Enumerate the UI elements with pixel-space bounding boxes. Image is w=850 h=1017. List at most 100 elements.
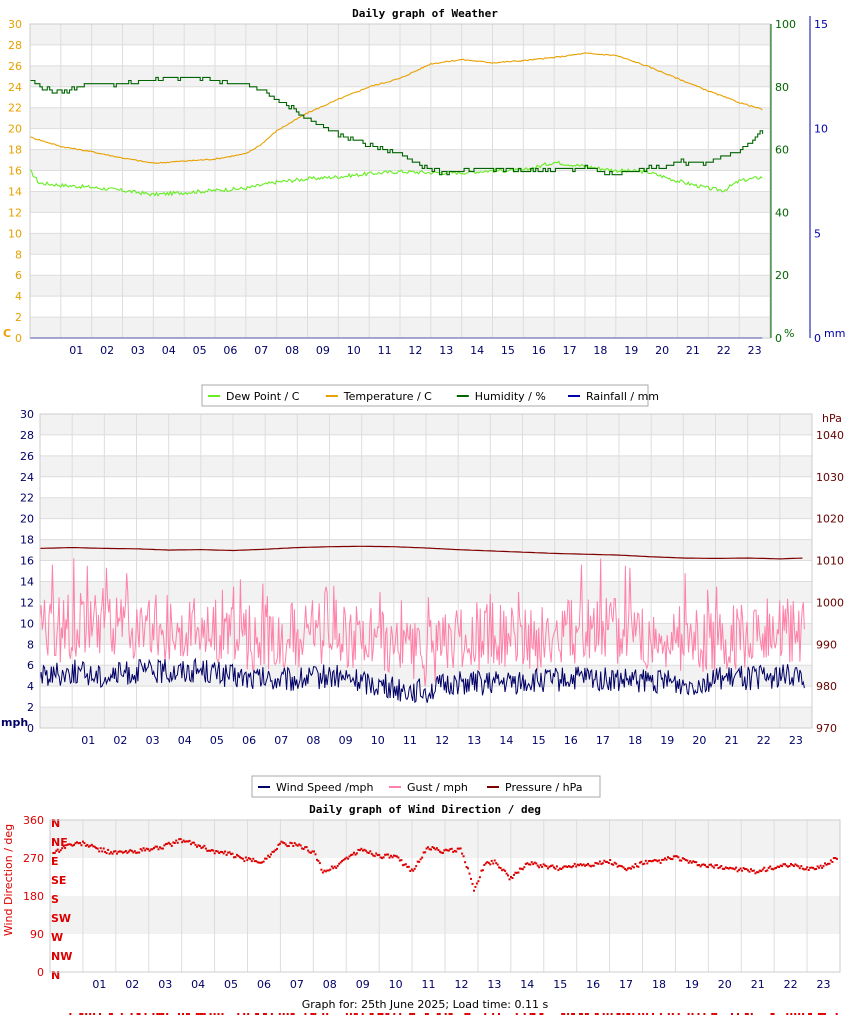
direction-point xyxy=(421,856,424,859)
direction-point xyxy=(638,1013,641,1015)
direction-point xyxy=(216,850,219,853)
direction-point xyxy=(114,850,117,853)
x-tick-label: 08 xyxy=(323,978,337,991)
direction-point xyxy=(677,856,680,859)
direction-point xyxy=(822,865,825,868)
direction-point xyxy=(62,845,65,848)
direction-point xyxy=(711,1013,714,1015)
direction-point xyxy=(329,868,332,871)
direction-point xyxy=(418,860,421,863)
legend-box xyxy=(201,384,649,407)
direction-point xyxy=(243,1013,246,1015)
direction-point xyxy=(661,858,664,861)
direction-point xyxy=(615,862,618,865)
direction-point xyxy=(665,858,668,861)
direction-point xyxy=(692,860,695,863)
direction-point xyxy=(462,855,465,858)
direction-point xyxy=(642,1013,645,1015)
y-tick-label-deg: 270 xyxy=(23,852,44,865)
direction-point xyxy=(201,846,204,849)
direction-point xyxy=(160,847,163,850)
direction-point xyxy=(195,1013,198,1015)
direction-point xyxy=(259,861,262,864)
direction-point xyxy=(403,863,406,866)
x-tick-label: 16 xyxy=(586,978,600,991)
x-tick-label: 03 xyxy=(158,978,172,991)
direction-point xyxy=(598,860,601,863)
direction-point xyxy=(370,852,373,855)
y-tick-label-rain: 15 xyxy=(814,18,828,31)
direction-point xyxy=(571,1013,574,1015)
direction-point xyxy=(395,855,398,858)
direction-point xyxy=(316,858,318,861)
direction-point xyxy=(644,859,647,862)
direction-point xyxy=(791,863,794,866)
direction-point xyxy=(637,865,640,868)
direction-point xyxy=(263,1013,265,1015)
y-tick-label-rain: 10 xyxy=(814,123,828,136)
direction-point xyxy=(567,1013,570,1015)
direction-point xyxy=(737,1013,739,1015)
direction-point xyxy=(213,852,216,855)
direction-point xyxy=(567,865,570,868)
direction-point xyxy=(320,868,323,871)
direction-point xyxy=(467,867,469,870)
direction-point xyxy=(776,865,779,868)
direction-point xyxy=(655,859,658,862)
direction-point xyxy=(219,850,222,853)
direction-point xyxy=(385,1013,388,1015)
direction-point xyxy=(406,865,409,868)
direction-point xyxy=(646,862,649,865)
x-tick-label: 01 xyxy=(81,734,95,747)
direction-point xyxy=(555,865,558,868)
direction-point xyxy=(477,880,480,883)
direction-point xyxy=(484,1013,487,1015)
direction-point xyxy=(172,841,175,844)
direction-point xyxy=(594,861,597,864)
direction-point xyxy=(606,1013,609,1015)
direction-point xyxy=(624,868,627,870)
direction-point xyxy=(643,862,646,865)
direction-point xyxy=(400,859,403,862)
x-tick-label: 10 xyxy=(389,978,403,991)
direction-point xyxy=(487,861,490,864)
direction-point xyxy=(787,865,789,868)
direction-point xyxy=(582,863,585,866)
direction-point xyxy=(107,848,110,851)
direction-point xyxy=(622,1013,625,1015)
direction-point xyxy=(156,845,158,848)
direction-point xyxy=(819,1013,822,1015)
direction-point xyxy=(166,1013,169,1015)
direction-point xyxy=(713,1013,716,1015)
direction-point xyxy=(797,865,800,868)
y-tick-label-temp: 30 xyxy=(8,18,22,31)
direction-point xyxy=(323,869,326,872)
direction-point xyxy=(335,866,338,869)
direction-point xyxy=(101,850,104,853)
direction-point xyxy=(613,861,616,864)
y-tick-label-temp: 2 xyxy=(15,311,22,324)
direction-point xyxy=(326,869,329,872)
direction-point xyxy=(304,1013,307,1015)
x-tick-label: 12 xyxy=(435,734,449,747)
direction-point xyxy=(502,868,505,871)
direction-point xyxy=(270,853,272,856)
x-tick-label: 16 xyxy=(532,344,546,357)
direction-point xyxy=(766,869,769,872)
direction-point xyxy=(428,848,431,851)
direction-point xyxy=(161,847,164,850)
direction-point xyxy=(447,849,450,852)
direction-point xyxy=(354,853,357,856)
direction-point xyxy=(136,851,139,854)
direction-point xyxy=(126,851,129,854)
y-axis-label: Wind Direction / deg xyxy=(2,824,15,936)
y-tick-label-temp: 26 xyxy=(8,60,22,73)
direction-point xyxy=(732,867,735,870)
direction-point xyxy=(151,848,154,851)
direction-point xyxy=(539,864,542,867)
direction-point xyxy=(433,847,435,850)
legend-box xyxy=(251,775,601,798)
compass-label: SE xyxy=(51,874,66,887)
x-tick-label: 09 xyxy=(316,344,330,357)
direction-point xyxy=(347,857,350,860)
